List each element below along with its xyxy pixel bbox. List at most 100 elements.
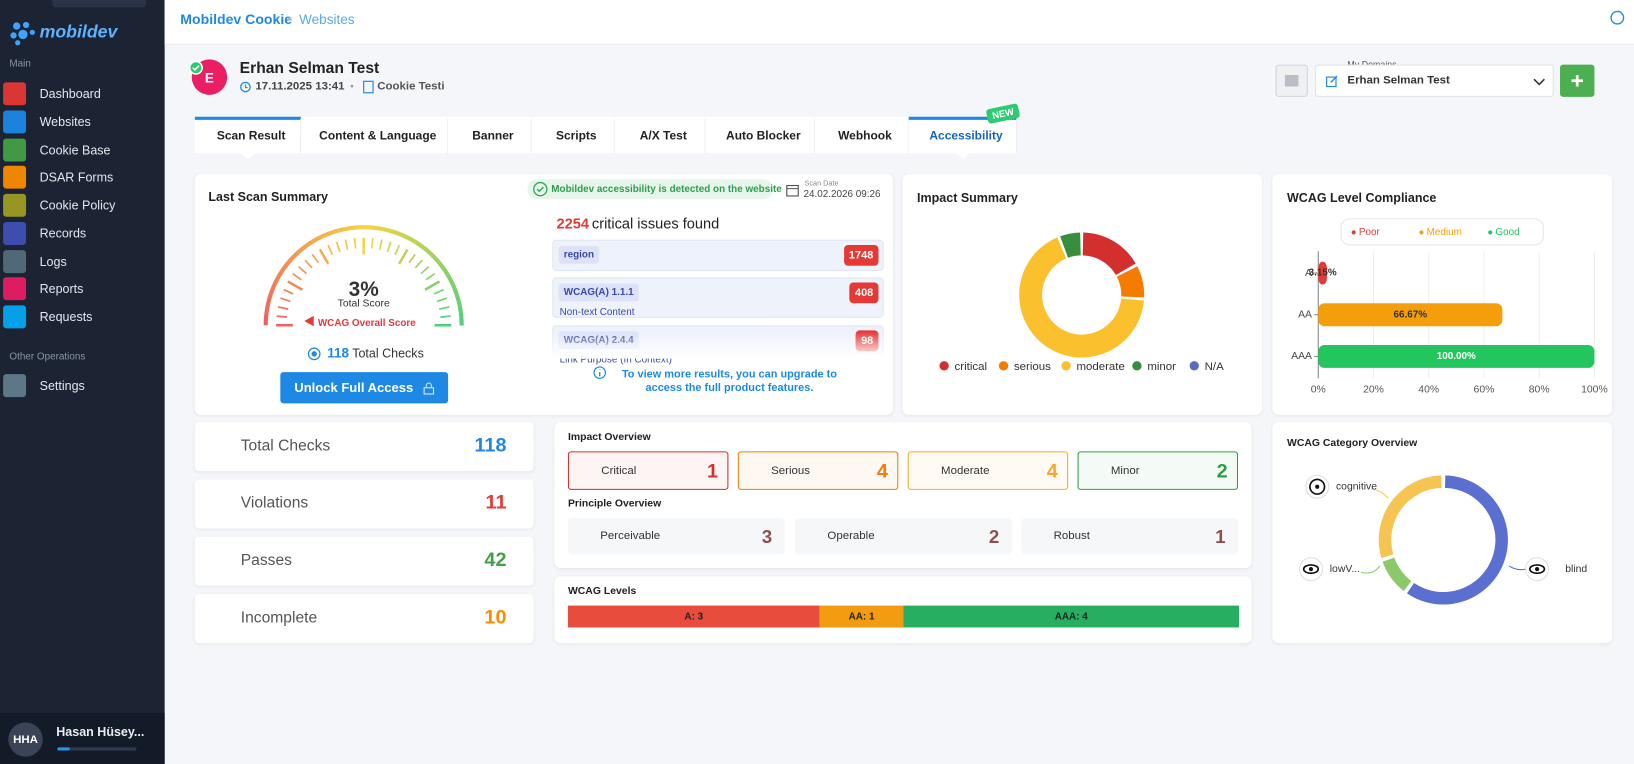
gauge-band xyxy=(309,238,316,245)
gauge-band xyxy=(313,235,321,243)
clock-icon xyxy=(240,81,251,93)
tab[interactable]: Banner xyxy=(448,116,532,154)
nav-icon xyxy=(3,374,27,398)
nav-item[interactable]: Cookie Policy xyxy=(0,193,165,217)
donut-segment xyxy=(1019,237,1144,358)
info-icon xyxy=(593,366,607,379)
nav-item[interactable]: Logs xyxy=(0,249,165,273)
stat-card: Total Checks 118 xyxy=(194,422,534,472)
y-tick-label: A xyxy=(1305,268,1312,279)
tab[interactable]: Webhook xyxy=(814,116,909,154)
impact-donut: critical serious moderate minor N/A xyxy=(939,232,1224,373)
help-icon[interactable] xyxy=(1610,10,1625,25)
user-avatar[interactable]: HHA xyxy=(8,722,43,757)
gauge-band xyxy=(451,284,458,292)
nav-item[interactable]: Reports xyxy=(0,277,165,301)
legend-label: moderate xyxy=(1076,361,1124,373)
nav-item[interactable]: DSAR Forms xyxy=(0,165,165,189)
category-icon-glyph xyxy=(1309,478,1326,495)
topbar: Mobildev Cookie • Websites xyxy=(164,0,1634,45)
nav-label: Requests xyxy=(39,309,93,325)
gauge-band xyxy=(337,227,345,233)
gauge-band xyxy=(402,233,410,240)
principle-card: Perceivable 3 xyxy=(567,518,785,555)
gauge-band xyxy=(300,244,308,251)
legend-swatch xyxy=(1061,361,1071,371)
breadcrumb-page: Websites xyxy=(299,11,355,28)
tab[interactable]: Content & Language xyxy=(301,116,449,154)
gauge-band xyxy=(420,244,427,251)
issue-row[interactable]: WCAG(A) 1.1.1 Non-text Content 408 xyxy=(552,277,884,318)
progress-track xyxy=(57,747,137,751)
nav-item[interactable]: Websites xyxy=(0,110,165,134)
tab[interactable]: Accessibility xyxy=(908,116,1018,154)
nav-icon xyxy=(3,277,27,301)
tab[interactable]: Auto Blocker xyxy=(705,116,815,154)
nav-label: Websites xyxy=(39,114,91,129)
nav-item[interactable]: Requests xyxy=(0,305,165,329)
unlock-button[interactable]: Unlock Full Access xyxy=(280,372,449,404)
nav-item[interactable]: Settings xyxy=(0,374,165,398)
issue-count: 408 xyxy=(849,282,879,304)
add-button[interactable] xyxy=(1560,64,1595,97)
gauge-tick xyxy=(394,244,401,256)
gauge-band xyxy=(268,289,275,296)
legend-label: Good xyxy=(1495,227,1519,238)
gauge-band xyxy=(327,229,335,236)
gauge-band xyxy=(373,225,380,231)
tab-label: Accessibility xyxy=(929,130,1003,143)
gauge-tick xyxy=(420,265,430,275)
gauge-band xyxy=(457,304,463,311)
nav-item[interactable]: Dashboard xyxy=(0,82,165,106)
gauge-tick xyxy=(277,306,289,310)
profile-separator: • xyxy=(350,81,354,93)
gauge-tick xyxy=(414,259,423,269)
legend-swatch xyxy=(998,361,1009,371)
gauge-tick xyxy=(408,253,416,264)
section-title: Main xyxy=(9,58,31,70)
score-label: Total Score xyxy=(337,298,390,310)
gauge-band xyxy=(296,247,304,254)
legend-swatch xyxy=(1488,230,1493,235)
tab[interactable]: A/X Test xyxy=(614,116,706,154)
tab-label: A/X Test xyxy=(639,130,687,143)
gauge-tick xyxy=(370,238,374,249)
gauge-tick xyxy=(378,239,383,250)
bar xyxy=(1318,303,1503,327)
tab[interactable]: Scan Result xyxy=(194,116,302,154)
tab[interactable]: Scripts xyxy=(531,116,615,154)
legend-label: Poor xyxy=(1359,227,1381,238)
legend-swatch xyxy=(1419,230,1424,235)
donut-segment xyxy=(1378,475,1442,558)
critical-count: 2254 xyxy=(556,214,589,232)
card-title: Last Scan Summary xyxy=(208,189,328,205)
gauge-band xyxy=(282,262,290,269)
archive-button[interactable] xyxy=(1275,64,1308,97)
gauge-tick xyxy=(433,288,445,295)
gauge-band xyxy=(292,250,300,258)
gauge-tick xyxy=(353,238,357,249)
domain-select[interactable]: Erhan Selman Test xyxy=(1315,64,1554,97)
gauge-band xyxy=(446,275,453,282)
gauge-band xyxy=(378,226,385,232)
gauge-band xyxy=(398,231,405,238)
gauge-band xyxy=(427,250,435,258)
nav-item[interactable]: Records xyxy=(0,221,165,245)
issue-row[interactable]: region 1748 xyxy=(552,239,884,271)
nav-icon xyxy=(3,165,27,189)
nav-item[interactable]: Cookie Base xyxy=(0,138,165,162)
legend-label: critical xyxy=(955,361,987,373)
gauge-band xyxy=(264,304,270,311)
gauge-band xyxy=(393,230,400,236)
gauge-band xyxy=(270,284,277,291)
value-label: 3.15% xyxy=(1309,268,1337,279)
principle-label: Operable xyxy=(827,529,875,542)
gauge-band xyxy=(434,258,442,266)
tab-label: Scripts xyxy=(555,130,597,143)
leader-line xyxy=(1508,565,1526,571)
nav-icon xyxy=(3,305,27,329)
sidebar-toggle[interactable] xyxy=(52,0,146,8)
stat-card: Violations 11 xyxy=(194,479,534,529)
app-name[interactable]: Mobildev Cookie xyxy=(180,11,293,28)
